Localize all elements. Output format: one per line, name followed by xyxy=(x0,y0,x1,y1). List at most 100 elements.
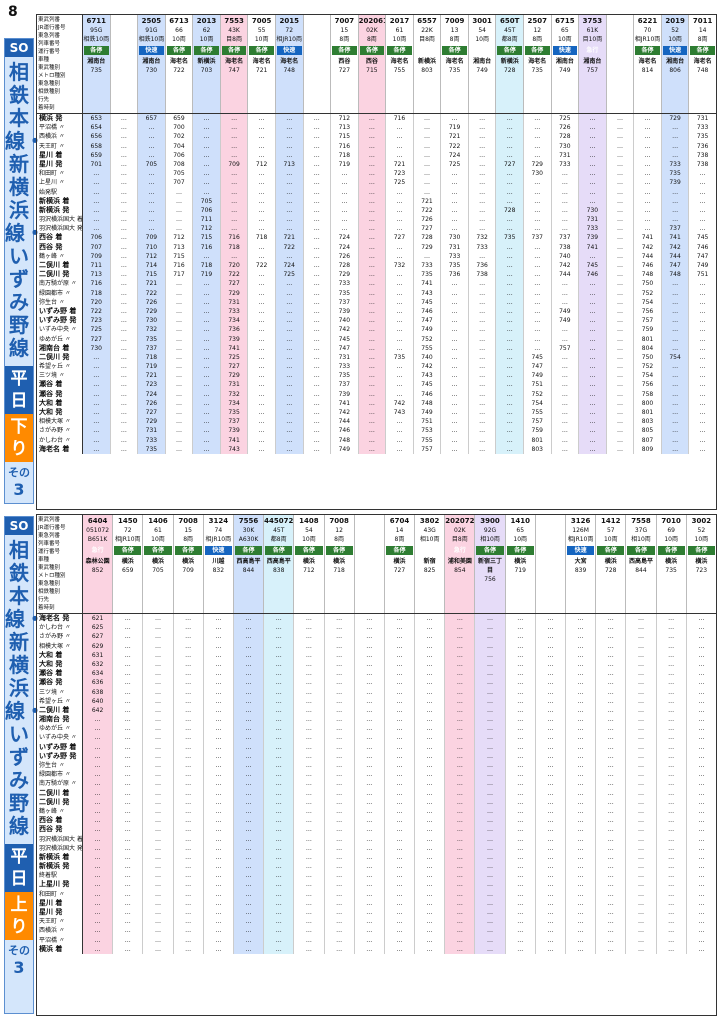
time-cell: … xyxy=(154,945,161,953)
time-cell: … xyxy=(517,688,524,696)
time-cell: … xyxy=(203,188,210,196)
time-cell: … xyxy=(313,124,320,132)
time-cell: … xyxy=(607,835,614,843)
time-cell: … xyxy=(487,615,494,622)
time-cell: … xyxy=(305,679,312,687)
train-type-badge: 快速 xyxy=(567,546,595,555)
time-cell: … xyxy=(698,670,705,678)
time-cell: … xyxy=(699,298,706,306)
time-cell: … xyxy=(258,335,265,343)
time-cell: … xyxy=(245,863,252,871)
time-cell: … xyxy=(672,418,679,426)
time-cell: … xyxy=(616,390,623,398)
time-cell: … xyxy=(93,427,100,435)
time-cell: … xyxy=(616,225,623,233)
time-cell: … xyxy=(245,899,252,907)
time-cell: … xyxy=(203,326,210,334)
station-name: 上星川 〃 xyxy=(39,179,65,187)
time-cell: … xyxy=(424,133,431,141)
time-cell: 732 xyxy=(476,234,488,242)
time-column: ………………………………………………………………………………………………… xyxy=(204,614,234,954)
time-cell: … xyxy=(547,936,554,944)
time-cell: … xyxy=(305,743,312,751)
time-cell: … xyxy=(589,252,596,260)
time-cell: 749 xyxy=(531,372,543,380)
time-cell: … xyxy=(245,679,252,687)
arrival-time: 749 xyxy=(559,67,571,74)
train-type-badge: 各停 xyxy=(635,46,660,55)
time-cell: … xyxy=(644,142,651,150)
car-count: 相10両 xyxy=(480,536,500,543)
time-cell: … xyxy=(313,151,320,159)
time-cell: … xyxy=(506,179,513,187)
time-cell: … xyxy=(231,170,238,178)
time-column: …………… 713………………… 721 722… 724 725………………………………… xyxy=(275,114,304,454)
train-column xyxy=(355,515,385,613)
time-cell: … xyxy=(424,160,431,168)
time-cell: 735 xyxy=(228,409,240,416)
time-cell: … xyxy=(368,418,375,426)
time-cell: … xyxy=(616,399,623,407)
time-cell: … xyxy=(275,688,282,696)
time-cell: … xyxy=(368,262,375,269)
time-cell: … xyxy=(616,280,623,288)
time-cell: … xyxy=(589,418,596,426)
time-cell: … xyxy=(94,844,101,852)
header-labels: 東武列番 JR運行番号 東急列番 列車番号 運行番号 車種 東武種別 メトロ種別 東急種別 相鉄種… xyxy=(37,515,83,613)
time-cell: 713 xyxy=(338,124,351,132)
time-cell: … xyxy=(589,381,596,389)
time-cell: … xyxy=(637,853,644,861)
time-cell: … xyxy=(698,909,705,916)
time-cell: … xyxy=(487,835,494,843)
header-label: JR運行番号 xyxy=(38,25,66,31)
time-cell: … xyxy=(396,743,403,751)
time-cell: … xyxy=(154,853,161,861)
time-cell: … xyxy=(644,179,651,187)
time-cell: … xyxy=(698,853,705,861)
time-cell: … xyxy=(547,872,554,880)
car-count: 都8両 xyxy=(270,536,287,543)
time-cell: … xyxy=(607,881,614,889)
time-cell: 712 xyxy=(255,160,268,168)
time-cell: 724 xyxy=(338,243,351,251)
time-cell: 754 xyxy=(669,353,681,361)
time-cell: … xyxy=(368,409,375,416)
time-cell: 718 xyxy=(200,262,213,269)
time-cell: … xyxy=(94,853,101,861)
time-cell: … xyxy=(94,716,101,724)
time-cell: … xyxy=(517,872,524,880)
time-cell: … xyxy=(426,798,433,806)
time-cell: … xyxy=(637,633,644,641)
time-cell: … xyxy=(341,179,348,187)
time-cell: … xyxy=(698,789,705,797)
time-cell: 745 xyxy=(421,381,433,389)
time-cell: … xyxy=(698,762,705,769)
time-cell: … xyxy=(607,633,614,641)
time-cell: 744 xyxy=(641,252,654,260)
time-cell: … xyxy=(185,688,192,696)
time-cell: … xyxy=(487,890,494,898)
time-cell: … xyxy=(245,752,252,760)
time-cell: … xyxy=(577,890,584,898)
car-count: 相JR10両 xyxy=(634,36,661,43)
time-cell: … xyxy=(426,734,433,742)
time-cell: … xyxy=(456,725,463,733)
car-count: 相10両 xyxy=(419,536,440,543)
time-cell: 657 xyxy=(145,115,158,122)
time-cell: … xyxy=(561,289,568,297)
time-cell: … xyxy=(368,216,375,224)
time-cell: … xyxy=(698,743,705,751)
time-cell: … xyxy=(286,381,293,389)
time-cell: … xyxy=(607,789,614,797)
destination: 横浜 xyxy=(121,558,134,565)
time-cell: … xyxy=(607,743,614,751)
time-cell: … xyxy=(616,353,623,361)
time-cell: … xyxy=(698,642,705,650)
time-cell: … xyxy=(231,115,238,122)
header-label: 東急種別 xyxy=(38,81,61,87)
time-column: ………………………………………………………………………………………………… xyxy=(174,614,204,954)
header-label: 行先 xyxy=(38,597,50,603)
train-type-badge: 各停 xyxy=(687,546,715,555)
time-cell: 733 xyxy=(448,252,461,260)
time-cell: 735 xyxy=(503,234,516,242)
